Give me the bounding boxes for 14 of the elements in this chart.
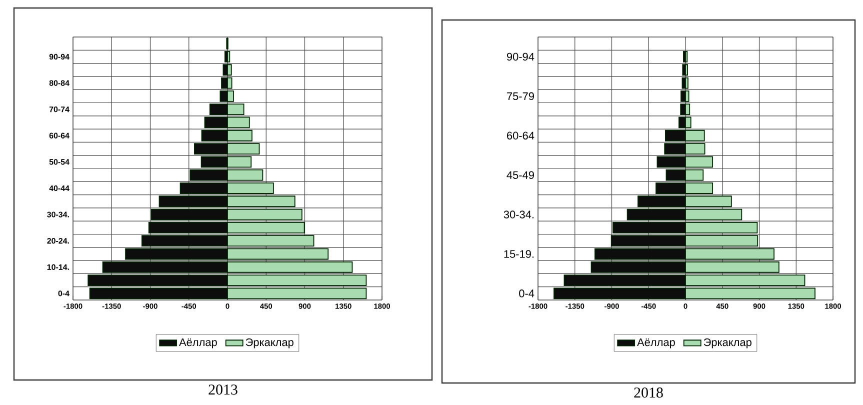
y-tick-label: 0-4 [519,290,534,298]
y-tick-label: 30-34. [504,210,534,218]
y-tick-label: 90-94 [506,52,534,61]
y-tick-label: 75-79 [507,92,534,100]
y-tick-label: 45-49 [506,171,534,179]
bar [685,77,688,89]
legend-label: Эркаклар [704,338,752,348]
legend-label: Эркаклар [246,338,294,348]
text: 2013 [208,384,238,395]
legend-label: Аёллар [637,338,675,348]
text: 2018 [634,388,663,398]
legend-label: Аёллар [179,338,217,348]
y-tick-label: 15-19. [504,250,534,258]
y-tick-label: 60-64 [507,132,534,140]
